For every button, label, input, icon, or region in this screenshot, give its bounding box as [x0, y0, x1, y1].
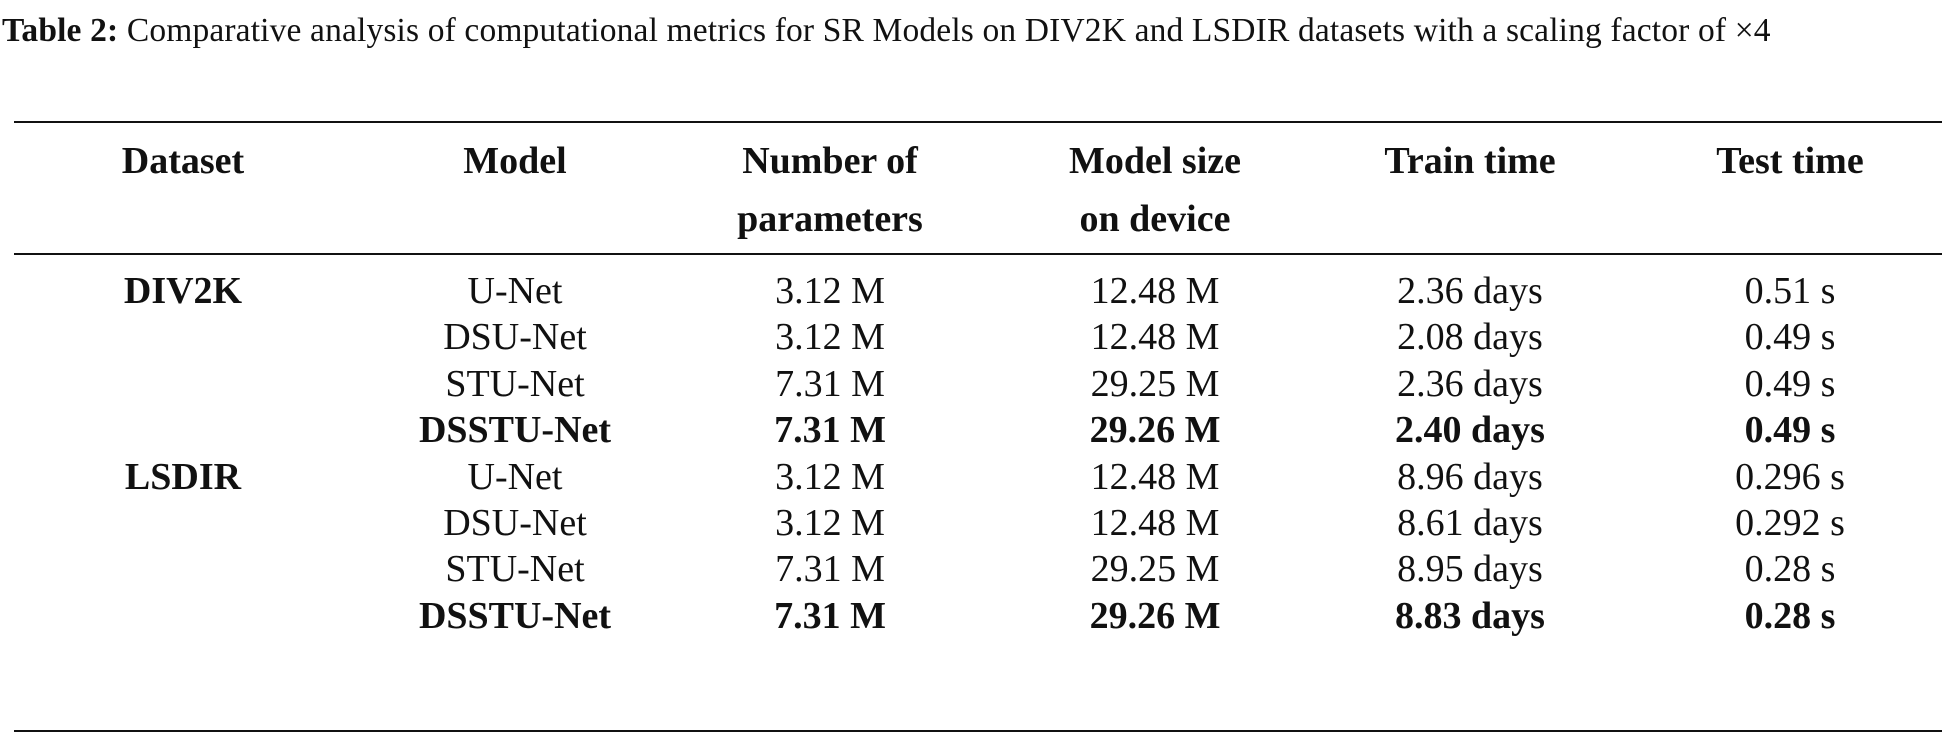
model-cell: DSU-Net: [443, 316, 587, 358]
size-cell: 29.26 M: [1089, 409, 1221, 451]
size-cell: 29.26 M: [1089, 595, 1221, 637]
params-cell: 7.31 M: [775, 548, 885, 590]
table-row: STU-Net 7.31 M 29.25 M 2.36 days 0.49 s: [0, 355, 1955, 413]
test-time-cell: 0.51 s: [1744, 270, 1836, 312]
train-time-cell: 2.36 days: [1397, 363, 1543, 405]
header-dataset: Dataset: [83, 132, 283, 190]
test-time-cell: 0.49 s: [1744, 363, 1836, 405]
model-cell: DSU-Net: [443, 502, 587, 544]
params-cell: 3.12 M: [775, 502, 885, 544]
header-size: Model size on device: [1000, 132, 1310, 248]
table-header-rule: [14, 253, 1942, 255]
size-cell: 12.48 M: [1090, 316, 1220, 358]
train-time-cell: 8.95 days: [1397, 548, 1543, 590]
table-row: DSU-Net 3.12 M 12.48 M 2.08 days 0.49 s: [0, 308, 1955, 366]
model-cell: STU-Net: [445, 363, 585, 405]
size-cell: 12.48 M: [1090, 502, 1220, 544]
caption-text: Comparative analysis of computational me…: [126, 12, 1771, 49]
table-row: DSSTU-Net 7.31 M 29.26 M 2.40 days 0.49 s: [0, 401, 1955, 459]
header-size-line1: Model size: [1068, 140, 1241, 182]
train-time-cell: 8.61 days: [1397, 502, 1543, 544]
table-row: DIV2K U-Net 3.12 M 12.48 M 2.36 days 0.51 s: [0, 262, 1955, 320]
model-cell: U-Net: [467, 270, 563, 312]
table-bottom-rule: [14, 730, 1942, 732]
model-cell: DSSTU-Net: [418, 595, 612, 637]
model-cell: U-Net: [467, 456, 563, 498]
params-cell: 3.12 M: [775, 316, 885, 358]
header-test-label: Test time: [1716, 140, 1864, 182]
size-cell: 12.48 M: [1090, 456, 1220, 498]
test-time-cell: 0.49 s: [1744, 316, 1836, 358]
size-cell: 12.48 M: [1090, 270, 1220, 312]
test-time-cell: 0.28 s: [1744, 548, 1836, 590]
header-params: Number of parameters: [700, 132, 960, 248]
test-time-cell: 0.292 s: [1735, 502, 1845, 544]
train-time-cell: 2.36 days: [1397, 270, 1543, 312]
params-cell: 7.31 M: [775, 363, 885, 405]
train-time-cell: 2.40 days: [1395, 409, 1545, 451]
test-time-cell: 0.296 s: [1735, 456, 1845, 498]
header-model-label: Model: [463, 140, 567, 182]
table-top-rule: [14, 121, 1942, 123]
table-row: LSDIR U-Net 3.12 M 12.48 M 8.96 days 0.296 s: [0, 448, 1955, 506]
header-size-line2: on device: [1079, 198, 1231, 240]
header-dataset-label: Dataset: [121, 140, 245, 182]
dataset-cell: LSDIR: [124, 456, 242, 498]
header-train: Train time: [1300, 132, 1640, 190]
model-cell: STU-Net: [445, 548, 585, 590]
header-test: Test time: [1650, 132, 1930, 190]
header-train-label: Train time: [1384, 140, 1556, 182]
test-time-cell: 0.28 s: [1744, 595, 1836, 637]
params-cell: 3.12 M: [775, 270, 885, 312]
header-params-line2: parameters: [737, 198, 923, 240]
table-row: DSU-Net 3.12 M 12.48 M 8.61 days 0.292 s: [0, 494, 1955, 552]
train-time-cell: 8.83 days: [1395, 595, 1545, 637]
model-cell: DSSTU-Net: [418, 409, 612, 451]
params-cell: 7.31 M: [774, 409, 886, 451]
size-cell: 29.25 M: [1090, 548, 1220, 590]
table-row: STU-Net 7.31 M 29.25 M 8.95 days 0.28 s: [0, 540, 1955, 598]
params-cell: 7.31 M: [774, 595, 886, 637]
table-row: DSSTU-Net 7.31 M 29.26 M 8.83 days 0.28 s: [0, 587, 1955, 645]
train-time-cell: 8.96 days: [1397, 456, 1543, 498]
params-cell: 3.12 M: [775, 456, 885, 498]
caption-label: Table 2:: [2, 12, 119, 49]
header-model: Model: [385, 132, 645, 190]
table-caption: Table 2: Comparative analysis of computa…: [2, 6, 1952, 56]
dataset-cell: DIV2K: [123, 270, 243, 312]
size-cell: 29.25 M: [1090, 363, 1220, 405]
train-time-cell: 2.08 days: [1397, 316, 1543, 358]
header-params-line1: Number of: [742, 140, 918, 182]
test-time-cell: 0.49 s: [1744, 409, 1836, 451]
